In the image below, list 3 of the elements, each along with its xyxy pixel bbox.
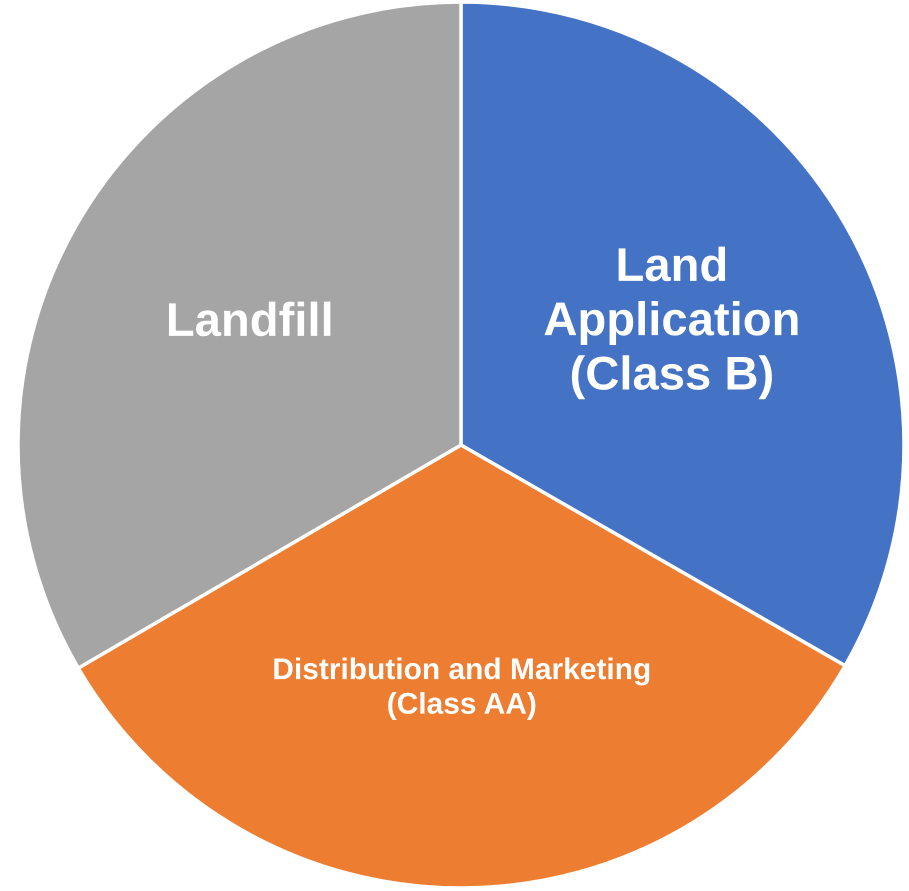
slice-label: Distribution and Marketing (Class AA) [274,657,650,720]
slice-label: Land Application (Class B) [544,246,798,400]
slice-label: Landfill [168,302,330,336]
